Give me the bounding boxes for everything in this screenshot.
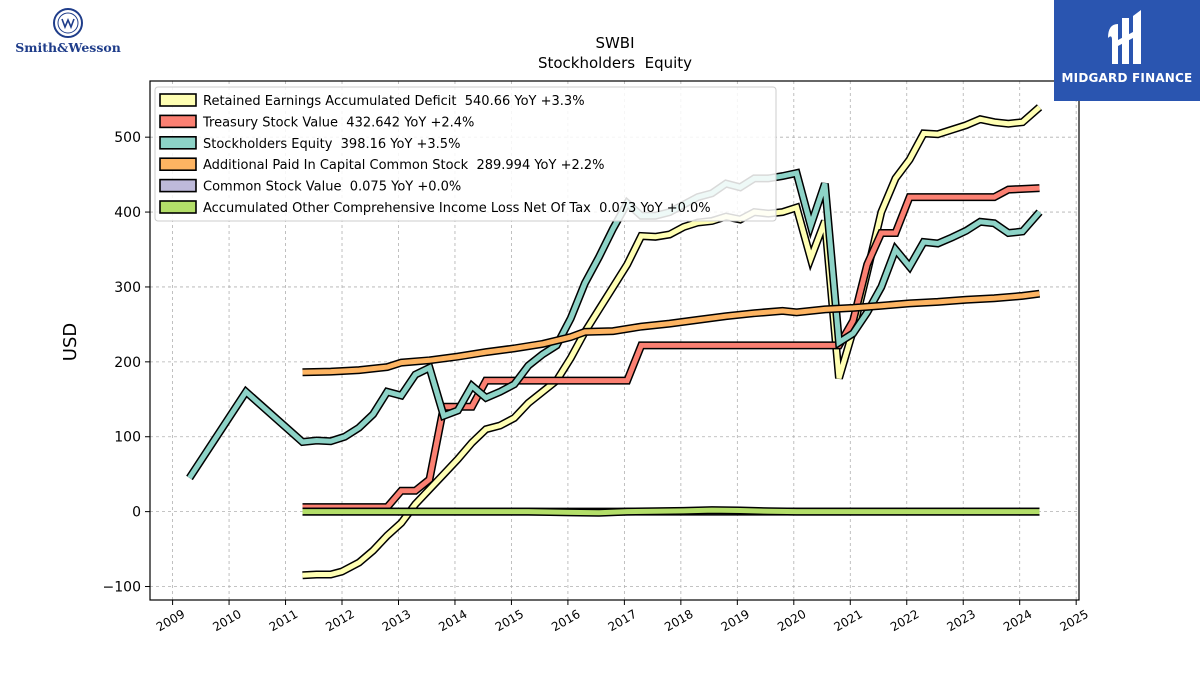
legend-item: Additional Paid In Capital Common Stock … [159, 157, 605, 173]
x-tick-label: 2011 [267, 607, 300, 634]
series-accumulated-other-comprehensive-income-loss-net-of-tax [302, 506, 1040, 517]
company-logo: Smith&Wesson [8, 8, 128, 58]
x-tick-label: 2017 [606, 607, 639, 634]
y-tick-label: 500 [114, 130, 141, 146]
x-tick-label: 2018 [662, 607, 695, 634]
y-tick-label: 0 [132, 505, 141, 521]
x-tick-label: 2023 [945, 607, 978, 634]
legend-item: Stockholders Equity 398.16 YoY +3.5% [159, 136, 460, 152]
series-retained-earnings-accumulated-deficit [302, 104, 1043, 580]
series-line [302, 105, 1042, 578]
x-tick-label: 2012 [323, 607, 356, 634]
series-additional-paid-in-capital-common-stock [302, 289, 1041, 377]
company-name: Smith&Wesson [15, 40, 121, 55]
legend-label: Treasury Stock Value 432.642 YoY +2.4% [202, 115, 474, 130]
x-tick-label: 2010 [210, 607, 243, 634]
series-line [302, 185, 1040, 510]
x-tick-label: 2014 [436, 607, 469, 634]
legend-item: Treasury Stock Value 432.642 YoY +2.4% [159, 114, 474, 130]
legend-label: Common Stock Value 0.075 YoY +0.0% [203, 180, 461, 195]
legend-swatch [159, 200, 197, 214]
x-tick-label: 2021 [832, 607, 865, 634]
plot-frame [149, 80, 1080, 601]
x-tick-label: 2024 [1001, 607, 1034, 634]
y-tick-label: 100 [114, 430, 141, 446]
x-tick-label: 2009 [154, 607, 187, 634]
y-tick-label: 300 [114, 280, 141, 296]
legend-swatch [159, 157, 197, 171]
x-tick-label: 2015 [493, 607, 526, 634]
legend-swatch [159, 178, 197, 193]
y-tick-label: −100 [103, 580, 141, 596]
legend-label: Retained Earnings Accumulated Deficit 54… [203, 94, 585, 109]
series-treasury-stock-value [302, 184, 1040, 512]
legend: Retained Earnings Accumulated Deficit 54… [154, 86, 777, 222]
x-tick-label: 2019 [719, 607, 752, 634]
sponsor-logo: MIDGARD FINANCE [1054, 0, 1200, 101]
legend-swatch [159, 93, 197, 107]
legend-label: Stockholders Equity 398.16 YoY +3.5% [203, 137, 460, 152]
x-tick-label: 2025 [1057, 607, 1090, 634]
company-emblem-icon [53, 8, 83, 38]
series-line [302, 507, 1040, 516]
series-line [302, 291, 1040, 375]
y-tick-label: 400 [114, 205, 141, 221]
legend-item: Common Stock Value 0.075 YoY +0.0% [159, 178, 461, 195]
legend-item: Retained Earnings Accumulated Deficit 54… [159, 93, 585, 109]
chart-title: SWBI [595, 34, 634, 52]
legend-label: Accumulated Other Comprehensive Income L… [203, 201, 711, 216]
legend-swatch [159, 114, 197, 129]
x-tick-label: 2016 [549, 607, 582, 634]
x-tick-label: 2013 [380, 607, 413, 634]
x-tick-label: 2022 [888, 607, 921, 634]
y-axis-label: USD [60, 323, 81, 361]
x-tick-label: 2020 [775, 607, 808, 634]
legend-box [154, 86, 777, 222]
y-tick-label: 200 [114, 355, 141, 371]
sponsor-mark-icon [1108, 10, 1141, 64]
legend-item: Accumulated Other Comprehensive Income L… [159, 200, 711, 216]
legend-label: Additional Paid In Capital Common Stock … [203, 158, 605, 173]
legend-swatch [159, 136, 197, 150]
sponsor-name: MIDGARD FINANCE [1061, 71, 1193, 85]
chart-subtitle: Stockholders Equity [538, 54, 692, 72]
